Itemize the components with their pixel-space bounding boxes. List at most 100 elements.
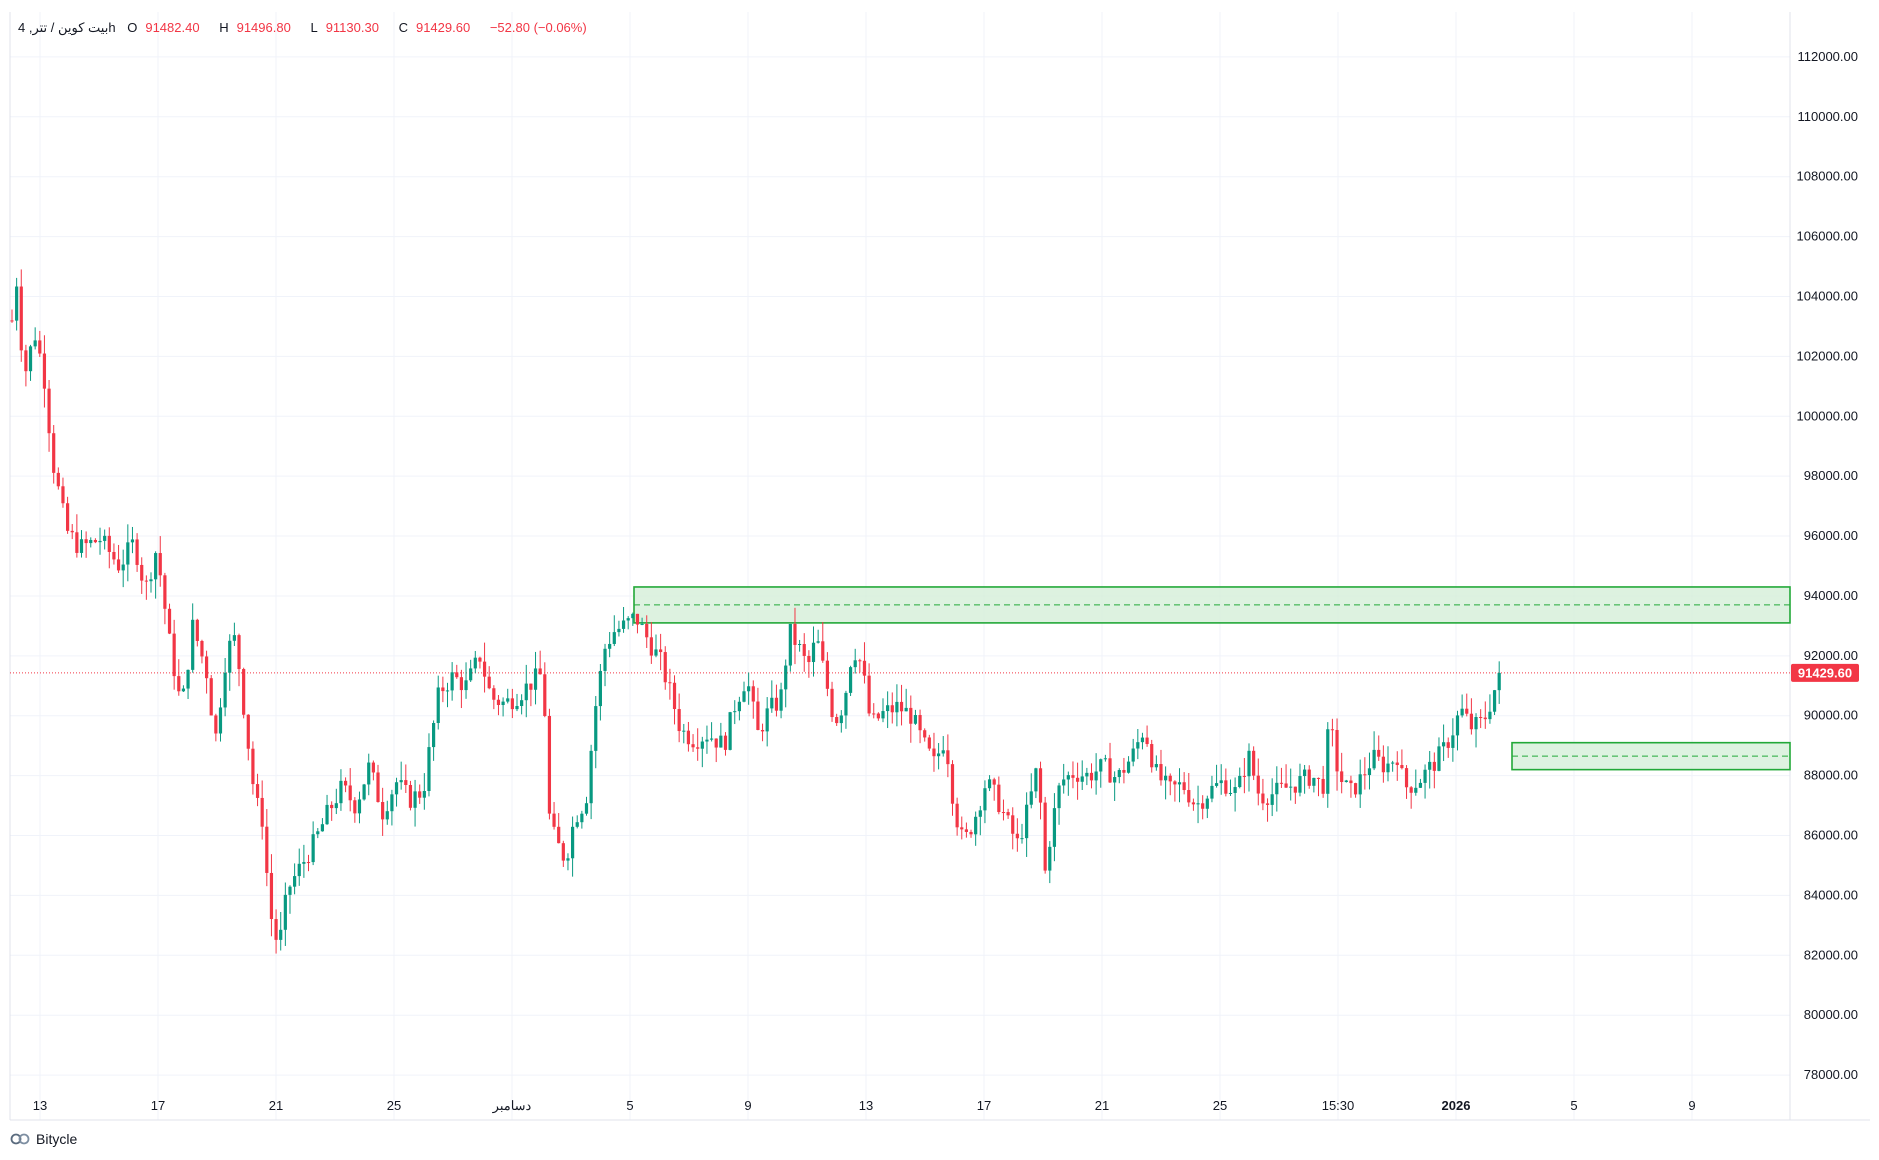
candle-down [645, 623, 649, 638]
candle-down [1284, 783, 1288, 788]
candle-down [163, 575, 167, 609]
candle-up [413, 791, 417, 808]
price-tick-label: 80000.00 [1804, 1007, 1858, 1022]
candle-down [1330, 729, 1335, 731]
candle-up [770, 697, 774, 709]
candle-down [441, 687, 445, 692]
candle-down [177, 676, 181, 692]
candle-up [357, 799, 362, 814]
candle-up [839, 715, 843, 724]
candle-down [255, 784, 260, 798]
candle-up [126, 542, 130, 565]
candle-up [302, 862, 306, 864]
candle-down [274, 919, 278, 940]
price-tick-label: 112000.00 [1798, 49, 1859, 64]
symbol-label[interactable]: بیت کوین / تتر, 4h [18, 20, 116, 35]
candle-down [1043, 802, 1047, 871]
candle-up [895, 701, 899, 713]
candle-up [705, 739, 709, 742]
candle-down [1265, 803, 1270, 805]
candle-down [1381, 756, 1385, 773]
candle-up [617, 628, 621, 633]
candle-down [306, 862, 311, 864]
candle-down [487, 676, 491, 689]
candle-down [237, 635, 241, 670]
candle-up [1048, 846, 1052, 871]
candle-down [760, 729, 765, 732]
candle-up [1052, 808, 1057, 847]
price-tick-label: 84000.00 [1804, 887, 1858, 902]
candle-up [1303, 769, 1307, 777]
candle-down [561, 843, 565, 861]
candle-down [1340, 771, 1344, 783]
candle-up [1488, 711, 1492, 720]
candle-up [191, 619, 195, 670]
candle-down [1400, 765, 1404, 769]
candle-up [524, 683, 528, 701]
candle-down [649, 637, 653, 656]
price-tick-label: 86000.00 [1804, 828, 1858, 843]
candle-up [181, 688, 186, 692]
candle-down [195, 619, 199, 641]
candle-down [1335, 730, 1339, 772]
candle-down [1006, 812, 1010, 816]
candle-down [19, 286, 23, 351]
candle-up [293, 876, 297, 887]
candle-up [1441, 742, 1446, 747]
candle-down [997, 784, 1001, 813]
time-tick-label: 15:30 [1322, 1098, 1355, 1113]
candle-down [1377, 749, 1381, 757]
candle-up [533, 668, 538, 690]
candle-up [612, 632, 616, 644]
time-tick-label: 9 [1688, 1098, 1695, 1113]
candle-down [1187, 790, 1191, 803]
candle-down [547, 715, 552, 814]
candle-up [608, 643, 612, 649]
candle-up [881, 711, 885, 719]
candle-up [469, 668, 473, 681]
candle-down [830, 688, 834, 718]
candle-up [1219, 780, 1223, 784]
change-value: −52.80 (−0.06%) [489, 20, 587, 35]
candle-down [696, 747, 700, 749]
candle-down [376, 772, 380, 803]
candle-down [659, 649, 663, 653]
candle-up [1080, 776, 1084, 782]
price-tick-label: 94000.00 [1804, 588, 1858, 603]
candle-down [242, 669, 246, 715]
candle-up [719, 735, 723, 748]
candle-down [1469, 713, 1473, 730]
candle-up [1418, 782, 1423, 788]
candle-up [1451, 735, 1455, 748]
candle-down [1252, 750, 1256, 776]
candle-down [330, 804, 334, 809]
candle-up [1085, 772, 1089, 777]
candle-up [598, 670, 602, 707]
candle-up [1103, 758, 1107, 760]
candle-up [154, 553, 158, 580]
candle-up [709, 738, 714, 740]
price-tick-label: 104000.00 [1797, 288, 1858, 303]
candle-up [788, 623, 792, 666]
candle-up [130, 539, 135, 543]
candle-down [1015, 833, 1019, 839]
candle-up [784, 665, 788, 690]
candle-up [288, 886, 292, 895]
candle-down [677, 709, 681, 732]
candle-down [969, 831, 973, 835]
candle-down [672, 682, 677, 710]
candle-up [1066, 775, 1070, 780]
candle-down [960, 827, 964, 830]
candle-down [47, 388, 51, 434]
candle-down [1307, 769, 1311, 786]
candle-down [459, 677, 464, 691]
candle-down [371, 762, 375, 773]
candle-up [1428, 761, 1432, 770]
candle-down [1201, 803, 1205, 809]
candle-up [320, 824, 325, 832]
candle-up [1367, 768, 1372, 776]
candle-up [978, 810, 982, 817]
candle-up [1113, 777, 1117, 783]
candle-up [742, 691, 746, 702]
